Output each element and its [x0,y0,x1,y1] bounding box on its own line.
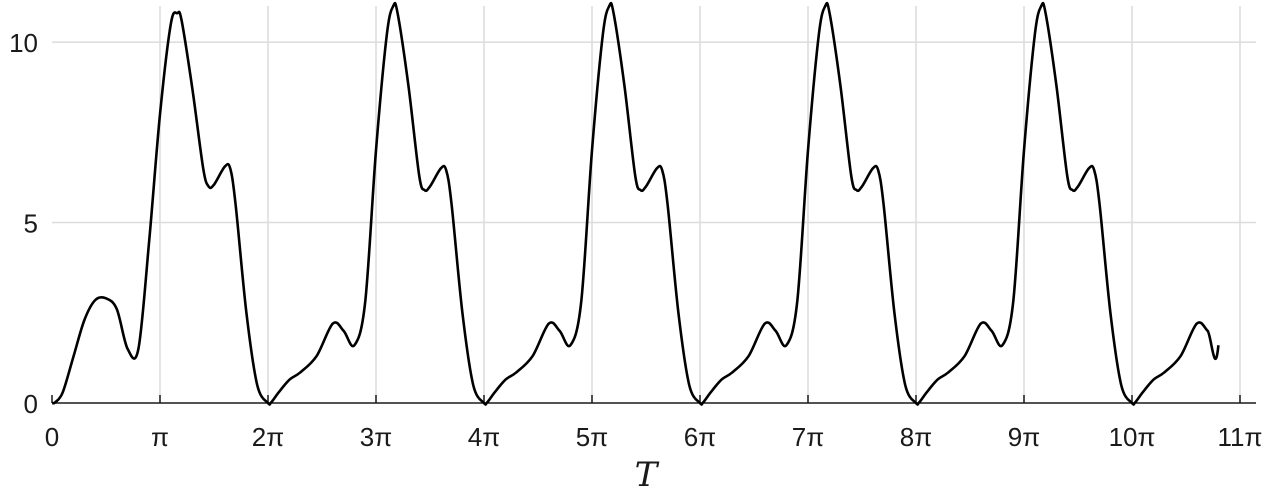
y-tick-label: 10 [9,28,38,58]
x-tick-label: 9π [1008,422,1040,452]
plot-area [51,1,1220,406]
y-tick-label: 0 [24,389,38,419]
x-tick-label: 6π [684,422,716,452]
y-tick-labels: 0 5 10 [9,28,38,419]
series-line [51,1,1220,406]
x-tick-label: 3π [360,422,392,452]
x-tick-labels: 0 π 2π 3π 4π 5π 6π 7π 8π 9π 10π 11π [45,422,1263,452]
x-tick-label: 5π [576,422,608,452]
x-tick-label: 2π [252,422,284,452]
x-axis-label: T [635,455,660,493]
x-tick-label: 4π [468,422,500,452]
x-tick-label: 8π [900,422,932,452]
grid-lines [51,6,1256,403]
x-tick-label: π [151,422,169,452]
x-tick-label: 7π [792,422,824,452]
x-tick-label: 10π [1109,422,1156,452]
x-tick-label: 0 [45,422,59,452]
x-tick-label: 11π [1218,422,1263,452]
y-tick-label: 5 [24,209,38,239]
